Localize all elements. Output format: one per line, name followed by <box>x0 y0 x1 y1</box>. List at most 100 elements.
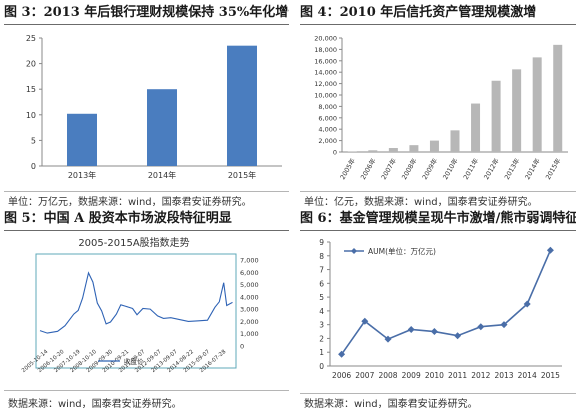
y-tick-label: 1 <box>319 348 324 357</box>
y-tick-label: 10,000 <box>314 92 337 100</box>
x-tick-label: 2014 <box>518 371 537 380</box>
y-tick-label: 7,000 <box>240 257 259 265</box>
x-tick-label: 2005年 <box>338 156 358 181</box>
y-tick-label: 2 <box>319 334 324 343</box>
y-tick-label: 3,000 <box>240 306 259 314</box>
y-tick-label: 14,000 <box>314 69 337 77</box>
x-tick-label: 2011年 <box>461 156 481 181</box>
bar <box>532 57 542 152</box>
figure-5-title: 图 5：中国 A 股资本市场波段特征明显 <box>4 211 232 226</box>
data-point <box>361 317 369 325</box>
figure-3-chart: 0 5 10 15 20 25 2013年 2014年 2015年 <box>26 34 282 180</box>
y-tick-label: 12,000 <box>314 80 337 88</box>
legend-marker <box>351 248 357 254</box>
figure-6-note-rule <box>300 393 576 394</box>
figure-6-source-note: 数据来源：wind，国泰君安证券研究。 <box>304 399 478 410</box>
x-tick-label: 2014年 <box>523 156 543 181</box>
data-point <box>407 325 415 333</box>
y-tick-label: 6,000 <box>318 114 337 122</box>
figure-5-title-rule <box>4 230 289 231</box>
plot-frame <box>35 253 237 369</box>
bar <box>471 103 481 152</box>
figure-4-panel: 图 4：2010 年后信托资产管理规模激增 0 2,000 4,000 6,000 8,… <box>300 2 576 208</box>
y-tick-label: 4,000 <box>240 293 259 301</box>
y-tick-label: 16,000 <box>314 57 337 65</box>
y-tick-label: 0 <box>319 362 324 371</box>
data-point <box>384 335 392 343</box>
x-tick-label: 2013 <box>494 371 513 380</box>
x-tick-label: 2006年 <box>358 156 378 181</box>
x-tick-label: 2007年 <box>379 156 399 181</box>
bar <box>553 44 563 153</box>
data-point <box>546 246 554 254</box>
y-tick-label: 20,000 <box>314 35 337 43</box>
figure-5-chart: 2005-2015A股指数走势 0 1,000 2,000 3,000 4,000 5,00… <box>21 236 259 374</box>
x-tick-label: 2006 <box>332 371 351 380</box>
x-tick-label: 2010 <box>425 371 444 380</box>
y-tick-label: 2,000 <box>240 318 259 326</box>
data-point <box>454 332 462 340</box>
data-point <box>338 350 346 358</box>
figure-4-note-rule <box>300 191 576 192</box>
x-tick-label: 2015 <box>541 371 560 380</box>
y-tick-label: 2,000 <box>318 137 337 145</box>
y-tick-label: 20 <box>26 60 36 69</box>
data-point <box>477 323 485 331</box>
y-tick-label: 25 <box>26 34 36 43</box>
chart-title: 2005-2015A股指数走势 <box>78 236 189 249</box>
y-tick-label: 8,000 <box>318 103 337 111</box>
x-tick-label: 2015年 <box>228 170 256 180</box>
y-tick-label: 5 <box>319 293 324 302</box>
bar <box>491 80 501 152</box>
figure-3-title-rule <box>4 24 289 25</box>
x-tick-label: 2012 <box>471 371 490 380</box>
x-tick-label: 2011 <box>448 371 467 380</box>
y-tick-label: 7 <box>319 266 324 275</box>
x-tick-label: 2008 <box>378 371 397 380</box>
bar <box>409 145 419 152</box>
figure-4-title-rule <box>300 24 576 25</box>
figure-3-note-rule <box>4 191 289 192</box>
figure-3-source-note: 单位：万亿元，数据来源：wind，国泰君安证券研究。 <box>8 197 252 208</box>
y-tick-label: 4 <box>319 307 324 316</box>
x-tick-label: 2014年 <box>148 170 176 180</box>
y-tick-label: 0 <box>31 162 36 171</box>
figure-6-title: 图 6：基金管理规模呈现牛市激增/熊市弱调特征 <box>300 211 576 226</box>
bar <box>147 89 177 166</box>
data-point <box>523 300 531 308</box>
x-tick-label: 2012年 <box>482 156 502 181</box>
bar <box>388 148 398 152</box>
bar <box>347 151 357 152</box>
y-tick-label: 18,000 <box>314 46 337 54</box>
y-tick-label: 10 <box>26 111 36 120</box>
x-tick-label: 2007 <box>355 371 374 380</box>
bar <box>450 130 460 152</box>
y-tick-label: 15 <box>26 85 36 94</box>
y-tick-label: 0 <box>240 343 244 351</box>
y-tick-label: 9 <box>319 238 324 247</box>
figure-6-title-rule <box>300 230 576 231</box>
y-tick-label: 6 <box>319 279 324 288</box>
figure-3-title: 图 3：2013 年后银行理财规模保持 35%年化增长 <box>4 5 289 20</box>
figure-5-panel: 图 5：中国 A 股资本市场波段特征明显 2005-2015A股指数走势 0 1,0… <box>4 208 289 414</box>
figure-6-panel: 图 6：基金管理规模呈现牛市激增/熊市弱调特征 0 1 2 3 4 5 6 7 8 9 2006 20… <box>300 208 576 414</box>
y-tick-label: 1,000 <box>240 330 259 338</box>
x-tick-label: 2010年 <box>440 156 460 181</box>
y-tick-label: 8 <box>319 252 324 261</box>
bar <box>67 113 97 166</box>
y-tick-label: 3 <box>319 321 324 330</box>
bar <box>429 140 439 152</box>
figure-5-note-rule <box>4 390 289 391</box>
legend-label: AUM(单位：万亿元) <box>368 246 436 256</box>
y-tick-label: 6,000 <box>240 269 259 277</box>
x-tick-label: 2015年 <box>543 156 563 181</box>
bar <box>512 69 522 152</box>
x-tick-label: 2013年 <box>68 170 96 180</box>
bar <box>368 150 378 152</box>
y-tick-label: 5 <box>31 136 36 145</box>
x-tick-label: 2008年 <box>399 156 419 181</box>
y-tick-label: 0 <box>333 149 337 157</box>
y-tick-label: 5,000 <box>240 281 259 289</box>
legend-label: 收盘价 <box>124 357 144 366</box>
x-tick-label: 2013年 <box>502 156 522 181</box>
